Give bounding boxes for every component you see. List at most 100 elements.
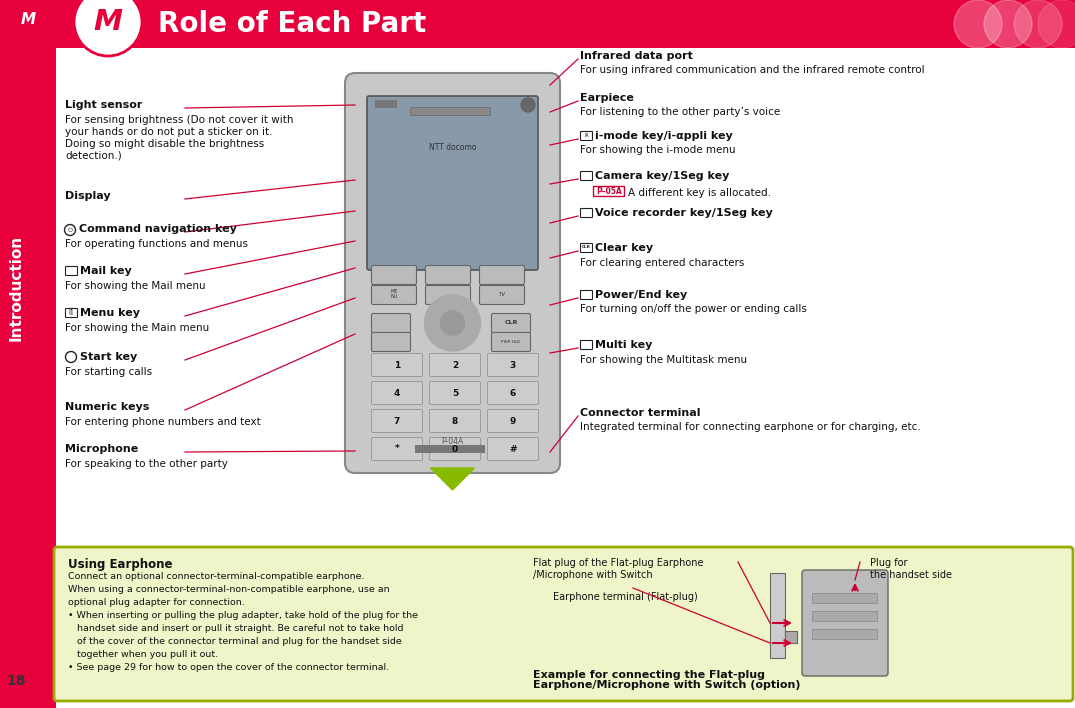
Text: together when you pull it out.: together when you pull it out. bbox=[68, 650, 218, 659]
Text: CLR: CLR bbox=[504, 321, 518, 326]
Text: 2: 2 bbox=[452, 360, 458, 370]
Text: Earpiece: Earpiece bbox=[580, 93, 634, 103]
FancyBboxPatch shape bbox=[430, 353, 481, 377]
FancyBboxPatch shape bbox=[372, 285, 416, 304]
Bar bbox=[812, 629, 877, 639]
Text: 8: 8 bbox=[452, 416, 458, 426]
Text: • When inserting or pulling the plug adapter, take hold of the plug for the: • When inserting or pulling the plug ada… bbox=[68, 611, 418, 620]
Text: CLR: CLR bbox=[583, 246, 591, 249]
Text: Clear key: Clear key bbox=[594, 243, 654, 253]
Text: Display: Display bbox=[64, 191, 111, 201]
FancyBboxPatch shape bbox=[426, 285, 471, 304]
Text: Infrared data port: Infrared data port bbox=[580, 51, 693, 61]
Text: Mail key: Mail key bbox=[80, 266, 132, 276]
Text: When using a connector-terminal-non-compatible earphone, use an: When using a connector-terminal-non-comp… bbox=[68, 585, 389, 594]
Text: For starting calls: For starting calls bbox=[64, 367, 153, 377]
Text: NTT docomo: NTT docomo bbox=[429, 144, 476, 152]
FancyBboxPatch shape bbox=[487, 382, 539, 404]
FancyBboxPatch shape bbox=[491, 314, 530, 333]
Text: • See page 29 for how to open the cover of the connector terminal.: • See page 29 for how to open the cover … bbox=[68, 663, 389, 672]
Text: detection.): detection.) bbox=[64, 151, 121, 161]
Bar bbox=[812, 611, 877, 621]
Text: A different key is allocated.: A different key is allocated. bbox=[628, 188, 771, 198]
FancyBboxPatch shape bbox=[430, 382, 481, 404]
Bar bbox=[56, 0, 1075, 48]
Text: M: M bbox=[94, 8, 123, 36]
Bar bbox=[375, 100, 397, 108]
Text: Menu key: Menu key bbox=[80, 308, 140, 318]
Circle shape bbox=[954, 0, 1002, 48]
FancyBboxPatch shape bbox=[372, 333, 411, 351]
Text: For entering phone numbers and text: For entering phone numbers and text bbox=[64, 417, 261, 427]
Bar bbox=[770, 573, 785, 658]
FancyBboxPatch shape bbox=[372, 409, 422, 433]
Text: P-04A: P-04A bbox=[442, 437, 463, 445]
Text: 5: 5 bbox=[452, 389, 458, 397]
Text: 0: 0 bbox=[452, 445, 458, 454]
Text: Command navigation key: Command navigation key bbox=[78, 224, 237, 234]
FancyBboxPatch shape bbox=[479, 285, 525, 304]
Text: Earphone terminal (Flat-plug): Earphone terminal (Flat-plug) bbox=[553, 592, 698, 602]
Text: Example for connecting the Flat-plug: Example for connecting the Flat-plug bbox=[533, 670, 765, 680]
Text: the handset side: the handset side bbox=[870, 570, 952, 580]
Text: Integrated terminal for connecting earphone or for charging, etc.: Integrated terminal for connecting earph… bbox=[580, 422, 921, 432]
Text: M: M bbox=[20, 13, 35, 28]
FancyBboxPatch shape bbox=[487, 438, 539, 460]
Text: Plug for: Plug for bbox=[870, 558, 907, 568]
Text: Earphone/Microphone with Switch (option): Earphone/Microphone with Switch (option) bbox=[533, 680, 801, 690]
FancyBboxPatch shape bbox=[372, 266, 416, 285]
FancyBboxPatch shape bbox=[487, 353, 539, 377]
Text: 4: 4 bbox=[393, 389, 400, 397]
Text: For showing the i-mode menu: For showing the i-mode menu bbox=[580, 145, 735, 155]
Text: Using Earphone: Using Earphone bbox=[68, 558, 172, 571]
FancyBboxPatch shape bbox=[345, 73, 560, 473]
FancyBboxPatch shape bbox=[802, 570, 888, 676]
Text: 3: 3 bbox=[510, 360, 516, 370]
Circle shape bbox=[521, 98, 535, 112]
Text: Power/End key: Power/End key bbox=[594, 290, 687, 300]
Bar bbox=[0, 0, 56, 708]
Text: 9: 9 bbox=[510, 416, 516, 426]
Text: For sensing brightness (Do not cover it with: For sensing brightness (Do not cover it … bbox=[64, 115, 293, 125]
Circle shape bbox=[441, 311, 464, 335]
Text: For operating functions and menus: For operating functions and menus bbox=[64, 239, 248, 249]
Circle shape bbox=[425, 295, 481, 351]
Circle shape bbox=[74, 0, 142, 56]
Text: For turning on/off the power or ending calls: For turning on/off the power or ending c… bbox=[580, 304, 807, 314]
Text: Flat plug of the Flat-plug Earphone: Flat plug of the Flat-plug Earphone bbox=[533, 558, 703, 568]
Text: Introduction: Introduction bbox=[9, 235, 24, 341]
Text: your hands or do not put a sticker on it.: your hands or do not put a sticker on it… bbox=[64, 127, 272, 137]
Text: Numeric keys: Numeric keys bbox=[64, 402, 149, 412]
Bar bbox=[812, 593, 877, 603]
Text: ME
NU: ME NU bbox=[69, 309, 74, 316]
Circle shape bbox=[1038, 0, 1075, 48]
FancyBboxPatch shape bbox=[372, 382, 422, 404]
FancyBboxPatch shape bbox=[372, 438, 422, 460]
Text: Start key: Start key bbox=[80, 352, 138, 362]
Text: PWR HLD: PWR HLD bbox=[501, 340, 520, 344]
Text: Microphone: Microphone bbox=[64, 444, 139, 454]
FancyBboxPatch shape bbox=[426, 266, 471, 285]
Text: Role of Each Part: Role of Each Part bbox=[158, 10, 427, 38]
Text: 1: 1 bbox=[393, 360, 400, 370]
Text: handset side and insert or pull it straight. Be careful not to take hold: handset side and insert or pull it strai… bbox=[68, 624, 403, 633]
Text: ME
NU: ME NU bbox=[390, 289, 398, 299]
FancyBboxPatch shape bbox=[430, 409, 481, 433]
Text: iR: iR bbox=[584, 133, 589, 138]
Text: Multi key: Multi key bbox=[594, 340, 653, 350]
Text: Voice recorder key/1Seg key: Voice recorder key/1Seg key bbox=[594, 208, 773, 218]
Text: 6: 6 bbox=[510, 389, 516, 397]
Text: For showing the Main menu: For showing the Main menu bbox=[64, 323, 210, 333]
Text: P–05A: P–05A bbox=[597, 187, 621, 196]
FancyBboxPatch shape bbox=[367, 96, 538, 270]
Circle shape bbox=[984, 0, 1032, 48]
Text: /Microphone with Switch: /Microphone with Switch bbox=[533, 570, 653, 580]
FancyBboxPatch shape bbox=[54, 547, 1073, 701]
Text: #: # bbox=[510, 445, 517, 454]
Text: Light sensor: Light sensor bbox=[64, 100, 142, 110]
Text: 18: 18 bbox=[6, 674, 26, 688]
Text: O: O bbox=[68, 227, 72, 232]
Text: For speaking to the other party: For speaking to the other party bbox=[64, 459, 228, 469]
FancyBboxPatch shape bbox=[479, 266, 525, 285]
FancyBboxPatch shape bbox=[491, 333, 530, 351]
